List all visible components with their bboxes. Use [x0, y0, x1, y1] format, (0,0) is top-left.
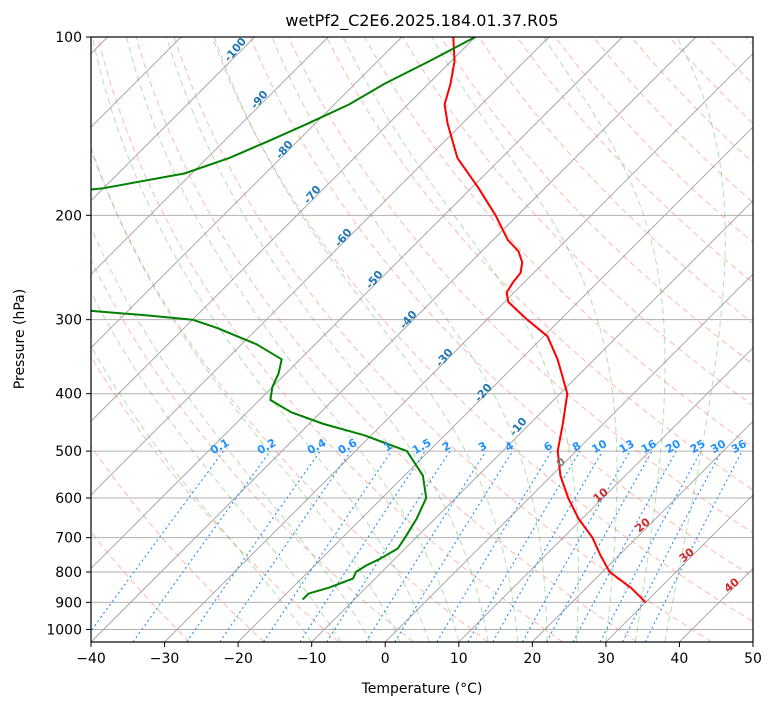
moist-adiabat-line: [664, 37, 726, 642]
isotherm-line: [384, 273, 753, 642]
x-tick-label: −40: [76, 651, 106, 667]
mixing-ratio-line: [299, 450, 426, 642]
mixing-ratio-line: [622, 450, 722, 642]
moist-adiabat-line: [91, 345, 313, 642]
temperature-profile-line: [443, 37, 647, 604]
x-axis-title: Temperature (°C): [361, 681, 483, 697]
mixing-ratio-line: [394, 450, 514, 642]
moist-adiabat-line: [126, 37, 460, 642]
y-tick-label: 400: [55, 387, 82, 403]
isotherm-line: [237, 126, 753, 642]
moist-adiabat-line: [166, 37, 489, 642]
moist-adiabat-line: [431, 37, 618, 642]
x-tick-label: 50: [744, 651, 762, 667]
dry-adiabat-line: [135, 37, 638, 642]
isotherm-line: [91, 37, 403, 349]
moist-adiabat-line: [342, 37, 579, 642]
dry-adiabat-line: [97, 37, 563, 642]
y-tick-label: 100: [55, 30, 82, 46]
y-tick-label: 300: [55, 313, 82, 329]
dewpoint-profile-line: [91, 37, 476, 601]
mixing-ratio-line: [467, 450, 581, 642]
isotherm-line: [605, 494, 753, 642]
dry-adiabat-line: [91, 258, 414, 642]
isotherm-line: [91, 37, 329, 275]
x-tick-label: 10: [450, 651, 468, 667]
axes: −40 −30 −20 −10 0 10 20 30 40 50 1000 900 800 700 600 5…: [46, 30, 762, 667]
moist-adiabat-line: [91, 226, 371, 642]
mixing-ratio-line: [326, 450, 451, 642]
x-tick-label: 40: [671, 651, 689, 667]
x-tick-label: −10: [297, 651, 327, 667]
mixing-ratio-line: [599, 450, 702, 642]
mixing-ratio-line: [436, 450, 552, 642]
isotherm-line: [531, 420, 753, 642]
y-tick-label: 900: [55, 595, 82, 611]
isotherm-line: [91, 37, 697, 642]
dry-adiabat-line: [91, 445, 265, 642]
y-tick-label: 600: [55, 491, 82, 507]
mixing-ratio-line: [132, 450, 271, 642]
isotherm-line: [458, 347, 753, 642]
x-tick-label: 0: [381, 651, 390, 667]
mixing-ratio-line: [365, 450, 487, 642]
isotherm-line: [164, 52, 753, 642]
mixing-ratio-line: [546, 450, 653, 642]
dry-adiabat-line: [326, 37, 753, 491]
moist-adiabat-line: [271, 37, 548, 642]
y-tick-label: 700: [55, 531, 82, 547]
x-tick-label: 20: [523, 651, 541, 667]
y-tick-label: 1000: [46, 622, 82, 638]
moist-adiabat-line: [213, 37, 519, 642]
dry-adiabat-line: [173, 37, 713, 642]
mixing-ratio-line: [522, 450, 631, 642]
mixing-ratio-line: [572, 450, 677, 642]
plot-frame: [90, 36, 754, 643]
moist-adiabat-line: [91, 290, 342, 642]
x-tick-label: −20: [223, 651, 253, 667]
y-tick-label: 200: [55, 208, 82, 224]
mixing-ratio-line: [492, 450, 604, 642]
x-tick-label: −30: [150, 651, 180, 667]
isotherm-line: [91, 37, 623, 570]
y-tick-label: 800: [55, 565, 82, 581]
y-tick-label: 500: [55, 444, 82, 460]
isotherm-line: [91, 37, 256, 202]
moist-adiabat-line: [91, 37, 430, 642]
mixing-ratio-line: [91, 450, 224, 632]
moist-adiabat-line: [543, 37, 666, 642]
x-tick-label: 30: [597, 651, 615, 667]
dry-adiabat-line: [287, 37, 753, 534]
dry-adiabat-line: [249, 37, 753, 578]
y-axis-title: Pressure (hPa): [12, 289, 28, 389]
chart-title: wetPf2_C2E6.2025.184.01.37.R05: [285, 11, 558, 31]
mixing-ratio-line: [644, 450, 743, 642]
dry-adiabat-line: [211, 37, 753, 623]
isotherm-line: [91, 37, 476, 423]
mixing-ratio-line: [186, 450, 321, 642]
profile-lines: [91, 37, 647, 604]
